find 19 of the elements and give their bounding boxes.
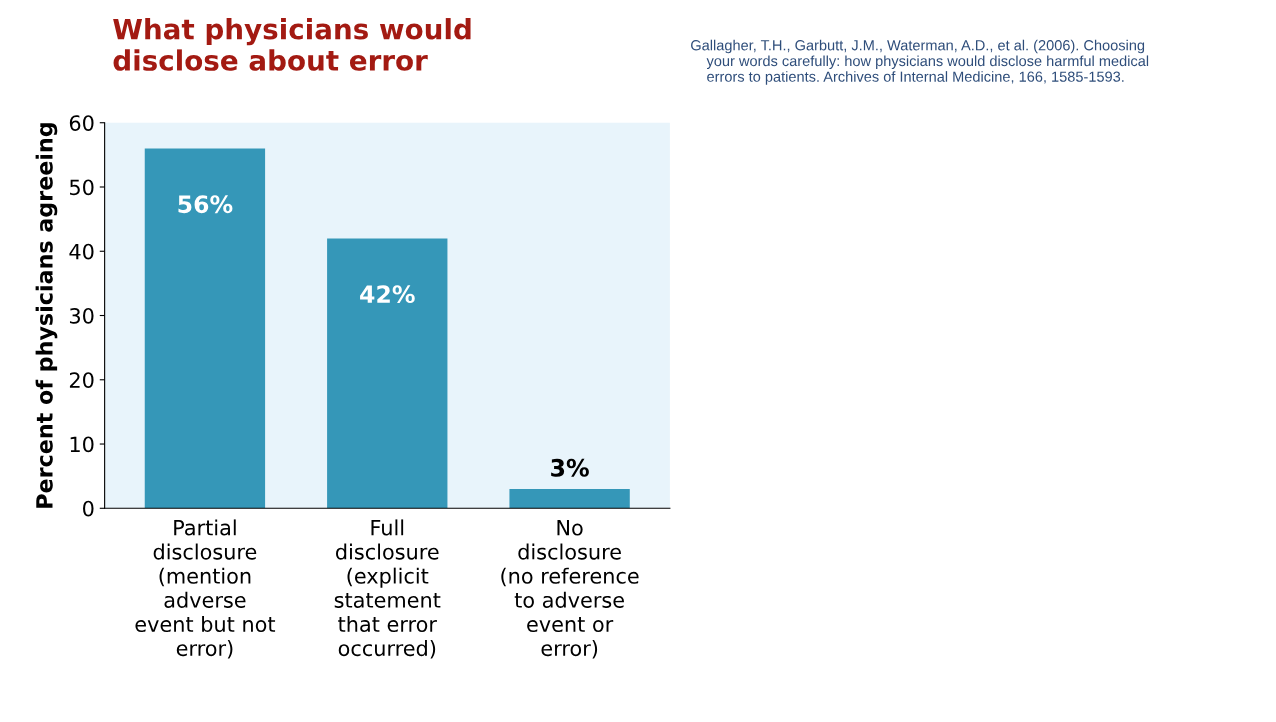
bar bbox=[327, 238, 448, 509]
data-label: 42% bbox=[360, 285, 415, 304]
data-label: 3% bbox=[551, 458, 589, 477]
y-tick-label: 20 bbox=[69, 372, 94, 388]
chart-title: What physicians would disclose about error bbox=[113, 18, 471, 71]
text: Gallagher, T.H., Garbutt, J.M., Waterman, A.D., et al. (2006). Choosing your words carefully: how physicians would disclose harmful medical errors to patients. Archives of Internal Medicine, 166, 1585-1593. bbox=[691, 39, 1149, 85]
data-label: 56% bbox=[178, 195, 233, 214]
y-tick-label: 50 bbox=[70, 179, 94, 196]
y-tick-label: 0 bbox=[83, 500, 94, 517]
x-tick-label: Full disclosure (explicit statement that error occurred) bbox=[334, 519, 441, 659]
bar bbox=[509, 489, 630, 509]
bar bbox=[144, 148, 266, 509]
x-tick-label: No disclosure (no reference to adverse event or error) bbox=[501, 520, 639, 659]
y-tick-label: 10 bbox=[70, 436, 94, 453]
y-tick-label: 30 bbox=[69, 307, 94, 324]
y-axis-title: Percent of physicians agreeing bbox=[35, 123, 58, 508]
x-tick-label: Partial disclosure (mention adverse event but not error) bbox=[135, 519, 276, 659]
y-tick-label: 60 bbox=[69, 115, 94, 131]
y-tick-label: 40 bbox=[69, 243, 94, 260]
